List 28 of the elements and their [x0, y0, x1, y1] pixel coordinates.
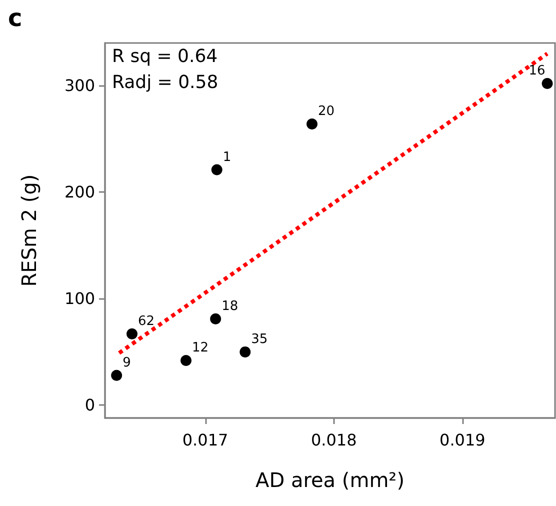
annotation: 9	[122, 355, 131, 370]
y-tick-label: 200	[64, 182, 95, 202]
point	[211, 164, 222, 176]
y-tick-label: 0	[84, 396, 95, 415]
point	[180, 354, 192, 366]
point	[240, 346, 251, 358]
point	[542, 78, 553, 89]
x-tick-label: 0.018	[310, 430, 357, 450]
text: c	[8, 4, 22, 32]
x-tick-label: 0.019	[440, 430, 486, 450]
annotation: 62	[138, 314, 155, 329]
y-axis-title: RESm 2 (g)	[17, 174, 41, 287]
annotation: Radj = 0.58	[112, 72, 218, 93]
point	[111, 370, 122, 381]
point	[306, 118, 318, 130]
y-tick-label: 100	[64, 289, 95, 308]
annotation: 12	[192, 340, 209, 356]
point	[210, 313, 222, 324]
annotation: R sq = 0.64	[112, 46, 218, 67]
x-axis-title: AD area (mm²)	[256, 468, 404, 492]
annotation: 35	[251, 332, 268, 347]
annotation: 16	[528, 63, 546, 78]
annotation: 20	[318, 104, 335, 119]
annotation: 1	[222, 150, 232, 165]
x-tick-label: 0.017	[182, 430, 228, 450]
y-tick-label: 300	[64, 76, 95, 96]
point	[126, 328, 138, 340]
annotation: 18	[222, 298, 238, 314]
